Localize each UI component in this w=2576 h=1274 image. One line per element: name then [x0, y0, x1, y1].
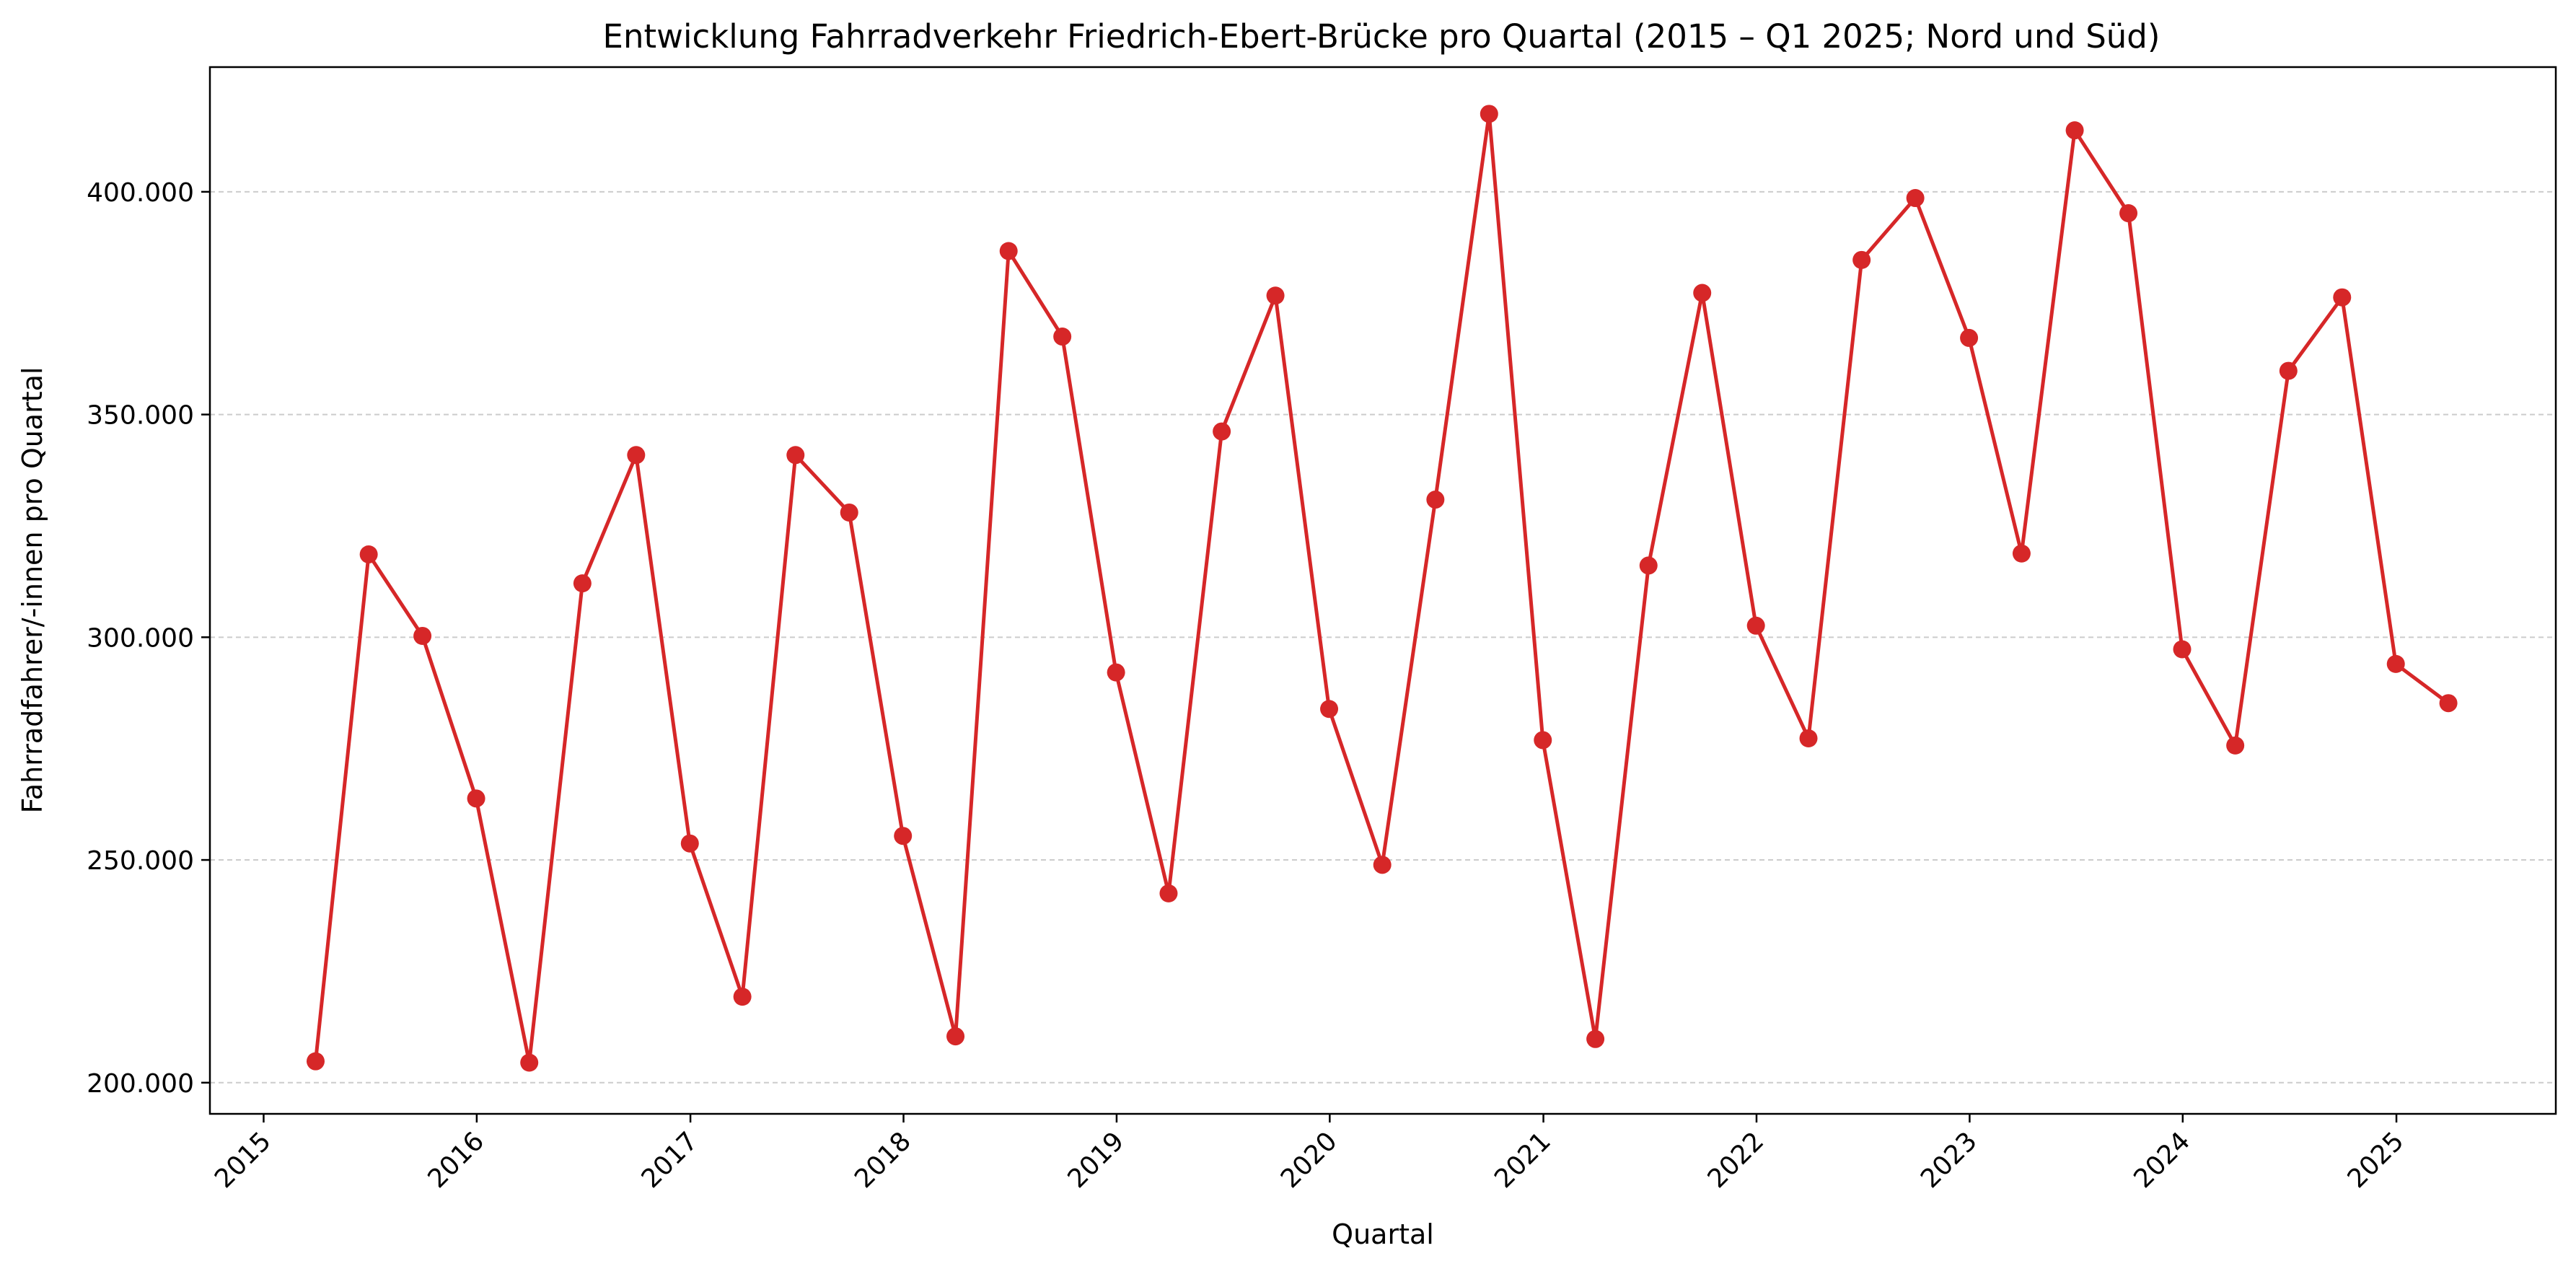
data-point: [627, 446, 646, 465]
x-tick-label: 2022: [1702, 1126, 1770, 1194]
data-point: [2386, 654, 2405, 673]
x-tick-label: 2024: [2128, 1126, 2196, 1194]
data-point: [1534, 731, 1552, 750]
data-point: [2439, 694, 2458, 713]
data-point: [306, 1052, 325, 1071]
data-point: [1426, 491, 1445, 509]
data-point: [1266, 286, 1285, 305]
chart-title: Entwicklung Fahrradverkehr Friedrich-Ebe…: [603, 17, 2160, 56]
data-point: [1693, 284, 1712, 302]
data-point: [1480, 105, 1498, 123]
data-point: [2279, 361, 2298, 380]
data-point: [733, 988, 752, 1006]
x-axis: 2015 2016 2017 2018 2019 2020 2021 2022 2023 2024…: [209, 1114, 2409, 1194]
x-tick-label: 2025: [2342, 1126, 2410, 1194]
data-point: [1373, 856, 1392, 874]
data-point: [1852, 250, 1871, 269]
y-tick-label: 250.000: [87, 846, 194, 876]
data-point: [2065, 121, 2084, 140]
data-point: [946, 1027, 965, 1046]
data-point: [1586, 1029, 1605, 1048]
data-point: [680, 834, 699, 853]
x-axis-label: Quartal: [1332, 1218, 1434, 1250]
data-point: [2012, 544, 2031, 563]
data-point: [1213, 422, 1231, 441]
data-point: [2226, 736, 2245, 755]
x-tick-label: 2020: [1275, 1126, 1343, 1194]
data-point: [786, 446, 805, 465]
y-axis: 200.000 250.000 300.000 350.000 400.000: [87, 178, 210, 1099]
y-tick-label: 300.000: [87, 623, 194, 653]
data-point: [2333, 288, 2352, 307]
data-point: [840, 503, 858, 522]
x-tick-label: 2015: [209, 1126, 277, 1194]
y-axis-label: Fahrradfahrer/-innen pro Quartal: [17, 367, 48, 814]
x-tick-label: 2023: [1915, 1126, 1983, 1194]
data-point: [1799, 729, 1818, 747]
plot-frame: [208, 66, 2557, 1115]
data-point: [1053, 328, 1072, 346]
data-point: [999, 242, 1018, 260]
data-point: [413, 626, 432, 645]
x-tick-label: 2017: [636, 1126, 704, 1194]
data-point: [1746, 616, 1765, 635]
data-point: [894, 827, 913, 845]
y-tick-label: 400.000: [87, 178, 194, 208]
data-point: [1960, 328, 1979, 347]
data-point: [467, 789, 485, 808]
y-tick-label: 350.000: [87, 401, 194, 431]
data-point: [2173, 640, 2192, 659]
gridlines: [210, 190, 2556, 1084]
data-point: [573, 574, 592, 593]
x-tick-label: 2018: [849, 1126, 917, 1194]
y-tick-label: 200.000: [87, 1069, 194, 1099]
data-point: [1320, 700, 1339, 719]
data-point: [1107, 663, 1125, 682]
data-point: [2119, 204, 2138, 223]
data-point: [520, 1053, 539, 1072]
series-cyclists: [306, 105, 2458, 1072]
data-point: [1639, 556, 1658, 575]
x-tick-label: 2016: [422, 1126, 490, 1194]
x-tick-label: 2019: [1063, 1126, 1130, 1194]
data-point: [1159, 884, 1178, 902]
x-tick-label: 2021: [1489, 1126, 1557, 1194]
data-point: [1906, 189, 1925, 208]
series-line: [314, 112, 2450, 1065]
data-point: [359, 545, 378, 563]
